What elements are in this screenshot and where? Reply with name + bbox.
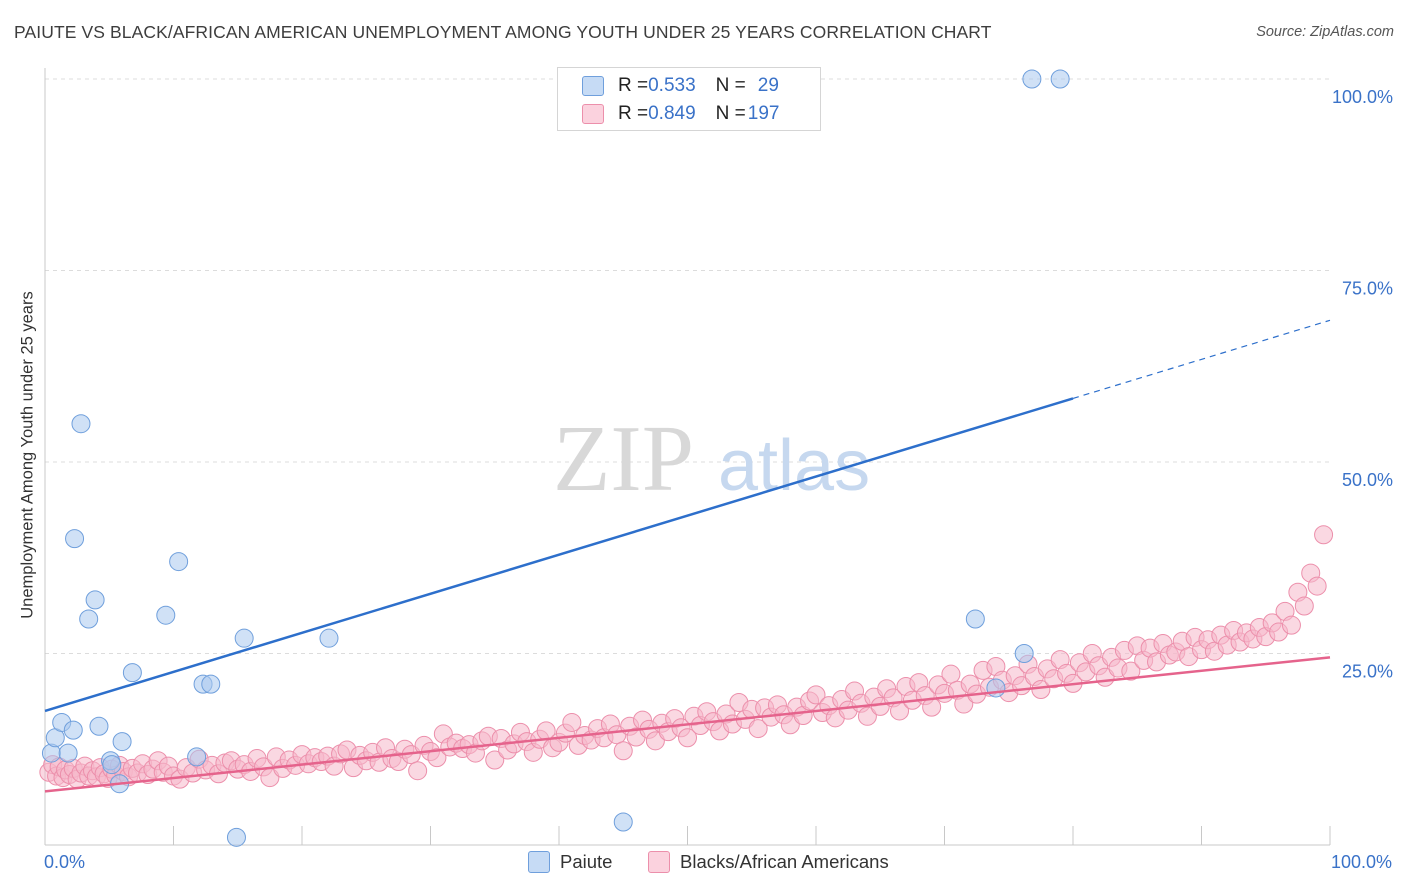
trend-line-black [44,656,1331,793]
grid-layer [45,78,1330,654]
data-point [645,731,665,751]
data-point [112,732,132,752]
stats-swatch-black [582,104,604,124]
legend-item-paiute[interactable]: Paiute [528,851,612,873]
x-tick-label-max: 100.0% [1330,852,1392,872]
trend-line-paiute [44,397,1074,713]
data-point [1050,69,1070,89]
y-tick-label: 50.0% [1342,470,1393,490]
stats-box: R = 0.533 N = 29 R = 0.849 N = 197 [557,67,821,131]
data-point [226,827,246,847]
legend-item-black[interactable]: Blacks/African Americans [648,851,889,873]
y-tick-label: 100.0% [1332,87,1393,107]
watermark: ZIP atlas [553,407,870,511]
watermark-atlas: atlas [718,426,870,506]
data-point [122,663,142,683]
data-point [857,706,877,726]
data-point [156,605,176,625]
chart-title: PAIUTE VS BLACK/AFRICAN AMERICAN UNEMPLO… [14,22,992,42]
data-point [748,719,768,739]
stats-row-black: R = 0.849 N = 197 [558,100,779,128]
data-point [408,761,428,781]
data-point [201,674,221,694]
data-point [1307,576,1327,596]
data-point [234,628,254,648]
series-black-points [39,525,1334,789]
y-tick-label: 25.0% [1342,662,1393,682]
data-point [85,590,105,610]
data-point [922,697,942,717]
y-tick-label: 75.0% [1342,279,1393,299]
data-point [806,685,826,705]
trend-layer [44,319,1331,793]
trend-line-paiute-extension [1072,319,1331,399]
data-point [58,743,78,763]
data-point [169,552,189,572]
data-point [986,678,1006,698]
source-label: Source: ZipAtlas.com [1256,24,1394,40]
data-point [1281,615,1301,635]
legend: Paiute Blacks/African Americans [0,851,1406,877]
points-layer [39,69,1334,847]
data-point [1314,525,1334,545]
stats-r-value: 0.533 [648,75,696,96]
stats-r-label: R = [618,75,649,96]
data-point [1121,661,1141,681]
data-point [613,741,633,761]
data-point [965,609,985,629]
data-point [1022,69,1042,89]
data-point [1294,596,1314,616]
stats-r-value: 0.849 [648,103,696,124]
data-point [562,712,582,732]
data-point [79,609,99,629]
stats-r-label: R = [618,103,649,124]
x-tick-label-min: 0.0% [44,852,86,872]
legend-label-black: Blacks/African Americans [680,851,889,872]
y-tick-labels: 25.0% 50.0% 75.0% 100.0% [1332,87,1393,682]
data-point [780,715,800,735]
data-point [485,750,505,770]
stats-n-label: N = [715,75,746,96]
legend-label-paiute: Paiute [560,851,613,872]
legend-swatch-black [648,851,670,873]
watermark-zip: ZIP [553,407,694,511]
data-point [102,755,122,775]
stats-row-paiute: R = 0.533 N = 29 [558,72,779,100]
data-point [187,747,207,767]
data-point [1014,644,1034,663]
data-point [63,720,83,740]
legend-swatch-paiute [528,851,550,873]
data-point [71,414,91,434]
data-point [89,716,109,736]
data-point [427,748,447,768]
data-point [678,728,697,748]
axis-layer [44,68,1331,846]
data-point [613,812,633,832]
stats-n-label: N = [715,103,746,124]
data-point [65,529,85,549]
stats-n-value: 29 [757,75,779,96]
stats-n-value: 197 [747,103,780,124]
data-point [941,664,961,684]
stats-swatch-paiute [582,76,604,96]
data-point [319,628,339,648]
